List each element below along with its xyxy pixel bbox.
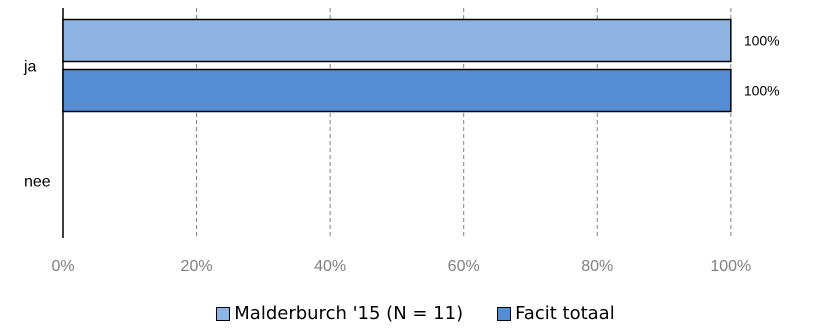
x-tick-label: 60%	[448, 258, 480, 275]
bars-group	[62, 18, 732, 113]
data-label: 100%	[744, 33, 780, 49]
x-tick-label: 40%	[314, 258, 346, 275]
x-tick-label: 80%	[581, 258, 613, 275]
legend-swatch-series-2	[497, 306, 512, 321]
legend-label-series-2: Facit totaal	[515, 303, 615, 324]
category-label: ja	[23, 59, 37, 76]
x-tick-labels-group: 0% 20% 40% 60% 80% 100%	[51, 258, 751, 275]
legend: Malderburch '15 (N = 11) Facit totaal	[0, 303, 831, 324]
data-label: 100%	[744, 83, 780, 99]
x-tick-label: 20%	[181, 258, 213, 275]
category-labels-group: ja nee	[23, 59, 51, 191]
x-tick-label: 100%	[710, 258, 751, 275]
legend-label-series-1: Malderburch '15 (N = 11)	[234, 303, 464, 324]
bar-chart: 100% 100% ja nee 0% 20% 40% 60% 80% 100%	[23, 8, 780, 275]
legend-item-series-1: Malderburch '15 (N = 11)	[216, 303, 463, 324]
x-tick-label: 0%	[51, 258, 74, 275]
bar	[62, 68, 732, 113]
data-labels-group: 100% 100%	[744, 33, 780, 99]
bar	[62, 18, 732, 63]
category-label: nee	[24, 174, 51, 191]
legend-swatch-series-1	[216, 306, 231, 321]
legend-item-series-2: Facit totaal	[497, 303, 615, 324]
